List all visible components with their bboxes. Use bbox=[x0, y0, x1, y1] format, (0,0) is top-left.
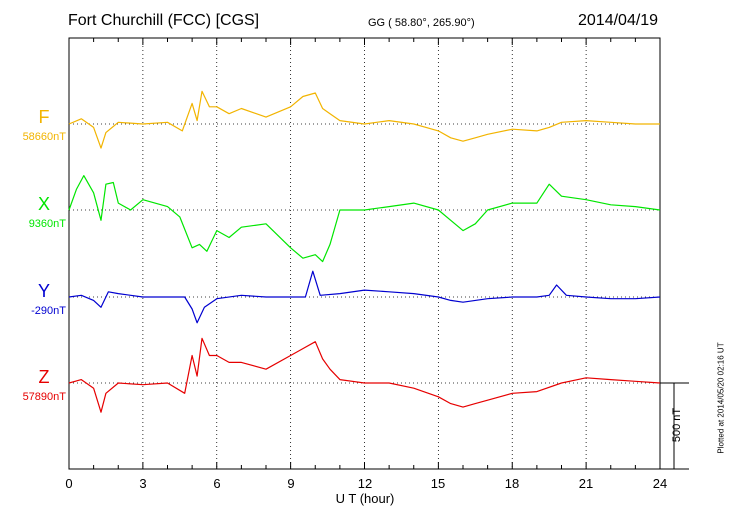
x-tick-label: 6 bbox=[213, 476, 221, 491]
series-line-x bbox=[68, 175, 661, 263]
series-line-f bbox=[68, 90, 660, 149]
x-tick-label: 9 bbox=[287, 476, 295, 491]
x-axis-label: U T (hour) bbox=[335, 491, 395, 506]
vertical-gridlines bbox=[142, 38, 587, 469]
channel-f-name: F bbox=[38, 107, 50, 127]
x-axis-ticks bbox=[68, 38, 661, 469]
scale-bar bbox=[660, 382, 689, 470]
plot-date: 2014/04/19 bbox=[578, 12, 659, 29]
x-tick-label: 15 bbox=[430, 476, 446, 491]
channel-x-baseline: 9360nT bbox=[28, 218, 66, 230]
x-tick-label: 12 bbox=[357, 476, 373, 491]
x-tick-label: 21 bbox=[578, 476, 594, 491]
channel-y-name: Y bbox=[37, 281, 50, 301]
series-line-z bbox=[68, 337, 661, 413]
geographic-coords: GG ( 58.80°, 265.90°) bbox=[368, 17, 475, 29]
channel-z-baseline: 57890nT bbox=[22, 391, 66, 403]
x-tick-label: 24 bbox=[652, 476, 668, 491]
channel-z-name: Z bbox=[38, 367, 50, 387]
series-lines bbox=[68, 90, 661, 413]
x-tick-label: 18 bbox=[504, 476, 520, 491]
scale-bar-label: 500 nT bbox=[671, 407, 683, 443]
channel-x-name: X bbox=[37, 194, 50, 214]
channel-y-baseline: -290nT bbox=[31, 305, 66, 317]
x-tick-label: 0 bbox=[65, 476, 73, 491]
channel-f-baseline: 58660nT bbox=[22, 131, 66, 143]
station-title: Fort Churchill (FCC) [CGS] bbox=[68, 12, 260, 29]
plotted-timestamp: Plotted at 2014/05/20 02:16 UT bbox=[716, 342, 726, 454]
series-line-y bbox=[68, 270, 661, 324]
x-tick-label: 3 bbox=[139, 476, 147, 491]
